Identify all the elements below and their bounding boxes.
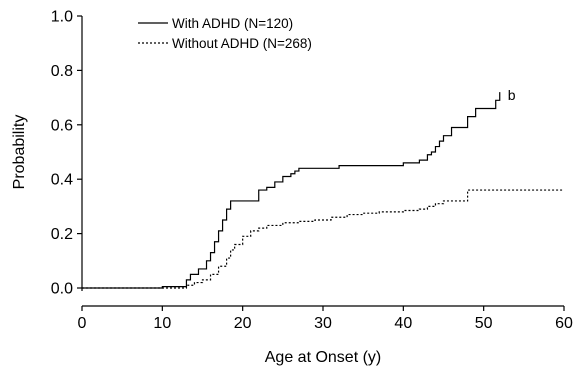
legend-label-without-adhd: Without ADHD (N=268) xyxy=(172,36,312,51)
y-tick-label: 0.8 xyxy=(51,63,73,80)
legend: With ADHD (N=120) Without ADHD (N=268) xyxy=(138,16,312,51)
y-tick-label: 0.4 xyxy=(51,172,73,189)
annotation-label: b xyxy=(508,87,516,103)
y-tick-label: 0.6 xyxy=(51,117,73,134)
x-tick-label: 30 xyxy=(314,315,332,332)
x-ticks: 0 10 20 30 40 50 60 xyxy=(78,306,573,332)
y-tick-label: 0.0 xyxy=(51,281,73,298)
x-tick-label: 10 xyxy=(153,315,171,332)
y-axis-label: Probability xyxy=(11,115,28,190)
x-tick-label: 50 xyxy=(475,315,493,332)
x-axis-label: Age at Onset (y) xyxy=(265,349,382,366)
y-ticks: 0.0 0.2 0.4 0.6 0.8 1.0 xyxy=(51,9,82,298)
x-tick-label: 20 xyxy=(234,315,252,332)
y-tick-label: 0.2 xyxy=(51,226,73,243)
legend-label-with-adhd: With ADHD (N=120) xyxy=(172,16,293,31)
axes xyxy=(81,16,564,307)
x-tick-label: 40 xyxy=(394,315,412,332)
series-line-without-adhd xyxy=(82,189,564,289)
x-tick-label: 0 xyxy=(78,315,87,332)
y-tick-label: 1.0 xyxy=(51,9,73,26)
x-tick-label: 60 xyxy=(555,315,573,332)
series-group xyxy=(82,92,564,289)
series-line-with-adhd xyxy=(82,92,501,289)
